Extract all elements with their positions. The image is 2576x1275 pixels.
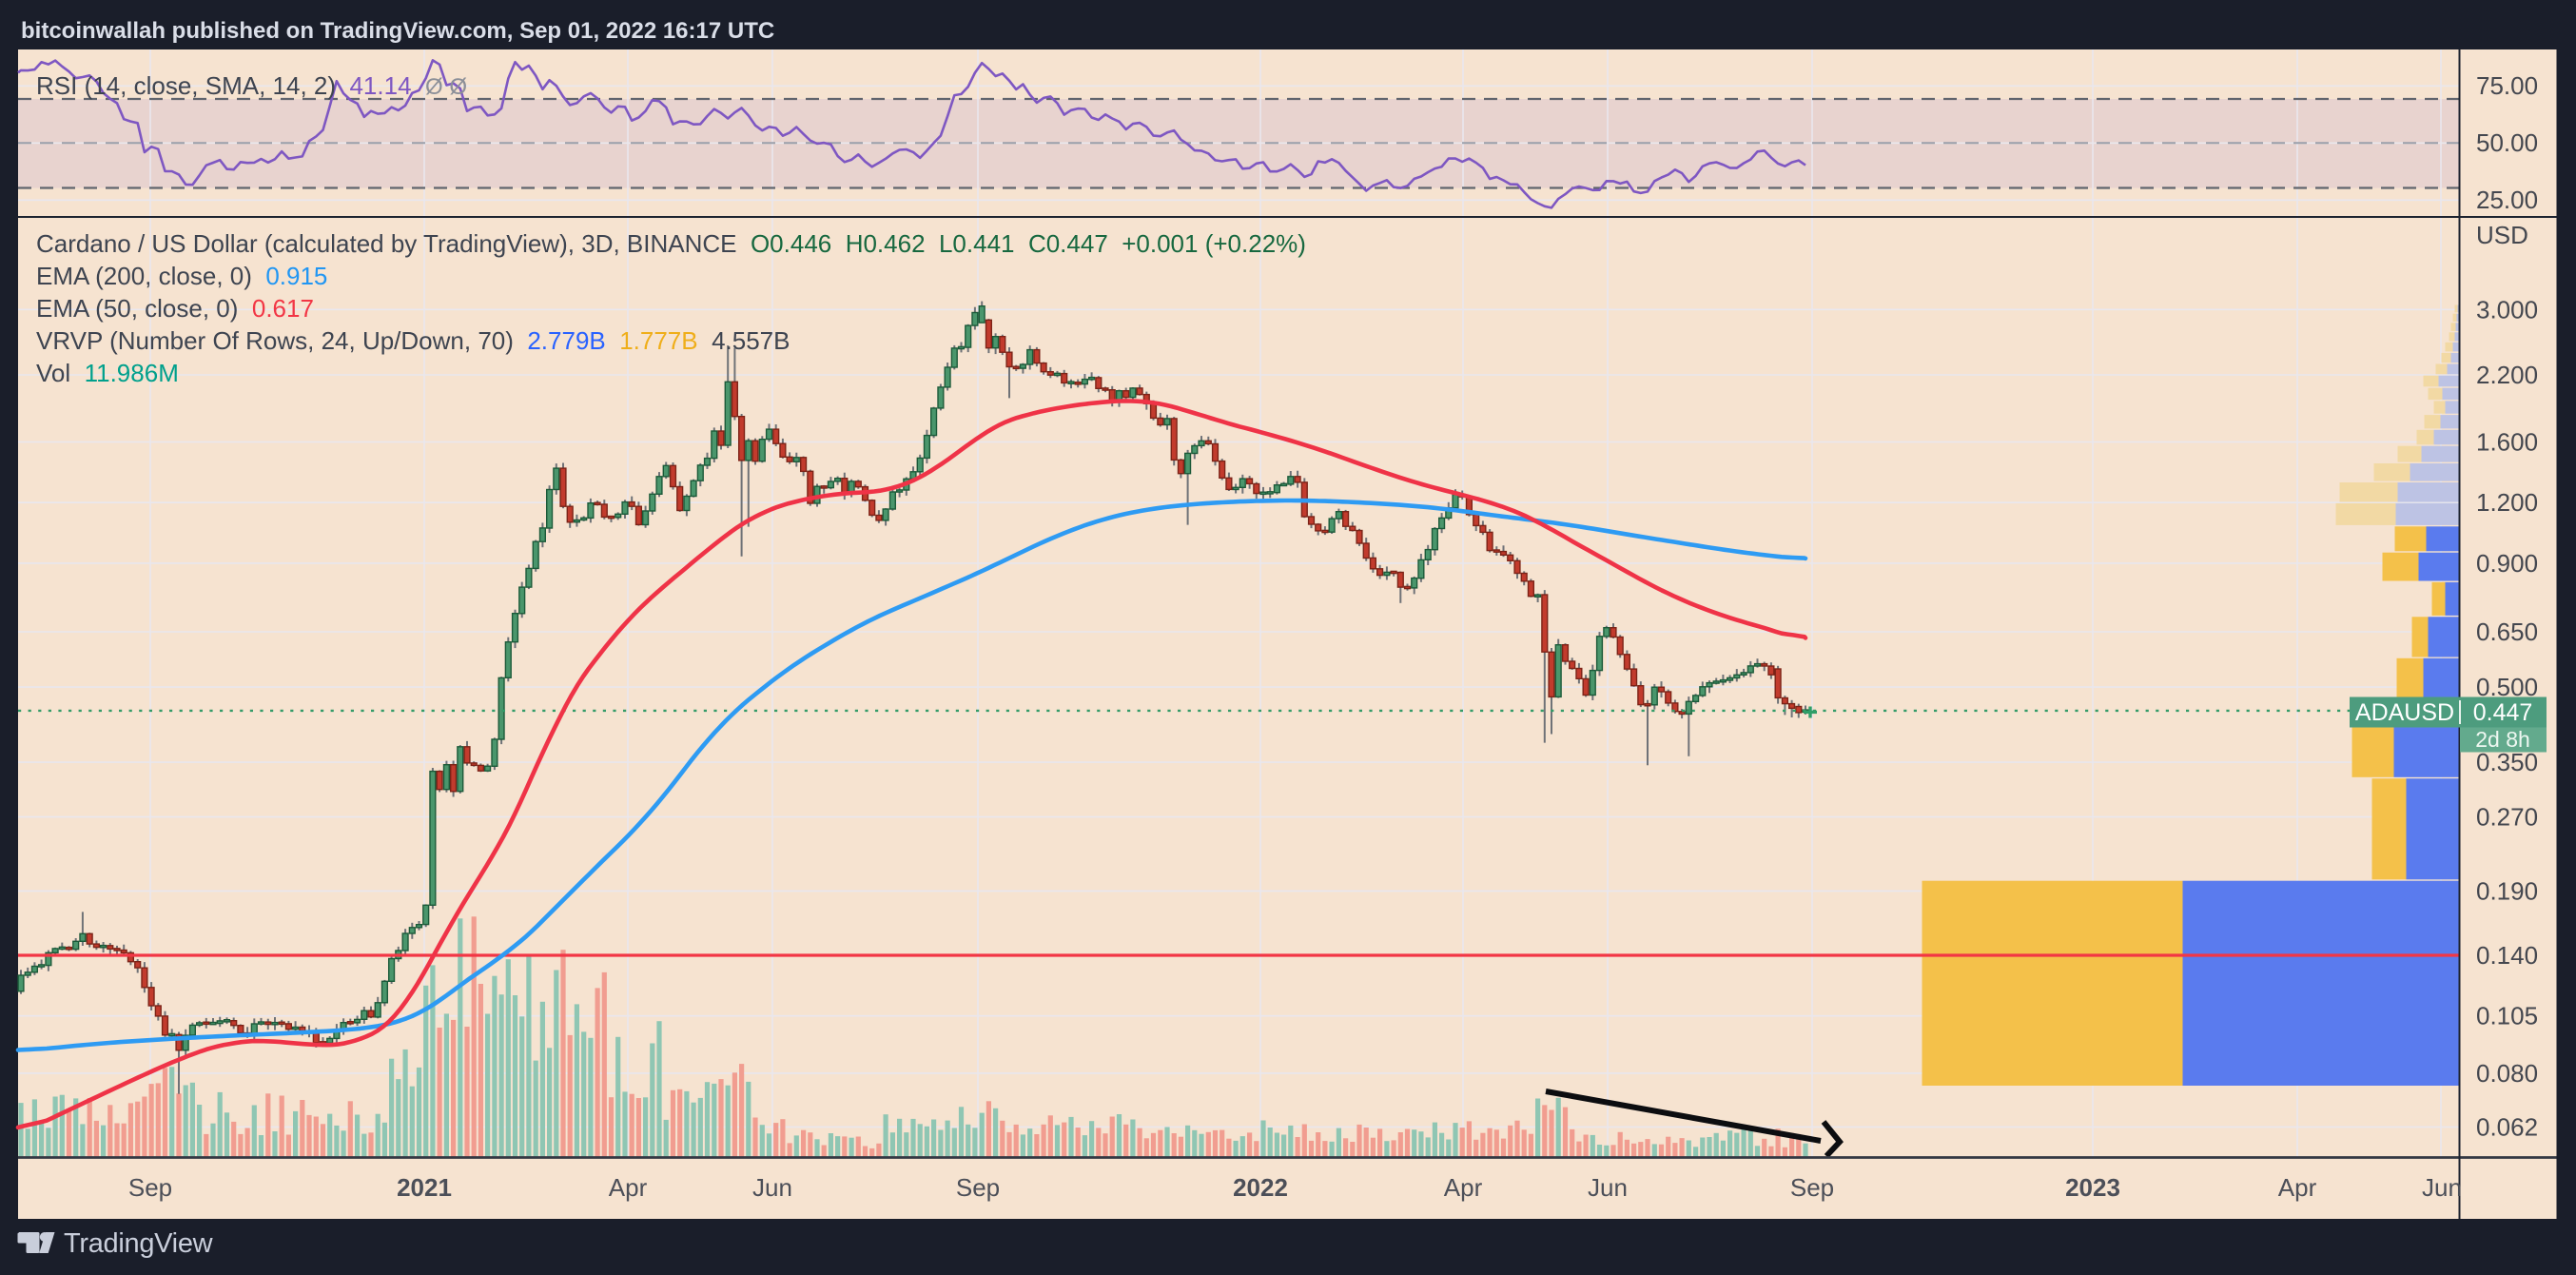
svg-text:2.200: 2.200 — [2476, 361, 2538, 389]
svg-text:75.00: 75.00 — [2476, 71, 2538, 100]
svg-text:VRVP (Number Of Rows, 24, Up/D: VRVP (Number Of Rows, 24, Up/Down, 70) 2… — [36, 326, 790, 355]
svg-text:ADAUSD: ADAUSD — [2355, 699, 2454, 726]
svg-text:0.270: 0.270 — [2476, 803, 2538, 832]
svg-text:Cardano / US Dollar (calculate: Cardano / US Dollar (calculated by Tradi… — [36, 229, 1306, 258]
svg-text:Apr: Apr — [2278, 1173, 2317, 1202]
svg-text:0.900: 0.900 — [2476, 549, 2538, 578]
svg-text:USD: USD — [2476, 221, 2528, 249]
svg-text:Sep: Sep — [128, 1173, 172, 1202]
svg-text:EMA (200, close, 0) 0.915: EMA (200, close, 0) 0.915 — [36, 262, 327, 290]
svg-text:0.650: 0.650 — [2476, 618, 2538, 646]
svg-text:1.600: 1.600 — [2476, 428, 2538, 457]
svg-text:EMA (50, close, 0) 0.617: EMA (50, close, 0) 0.617 — [36, 294, 314, 323]
svg-text:0.500: 0.500 — [2476, 673, 2538, 701]
svg-text:0.140: 0.140 — [2476, 941, 2538, 970]
svg-text:0.190: 0.190 — [2476, 876, 2538, 905]
svg-text:25.00: 25.00 — [2476, 186, 2538, 214]
svg-text:1.200: 1.200 — [2476, 488, 2538, 517]
svg-text:Jun: Jun — [2422, 1173, 2462, 1202]
svg-text:TradingView: TradingView — [64, 1228, 214, 1259]
svg-text:2021: 2021 — [397, 1173, 452, 1202]
svg-text:50.00: 50.00 — [2476, 128, 2538, 157]
svg-text:Vol 11.986M: Vol 11.986M — [36, 359, 179, 387]
svg-text:0.350: 0.350 — [2476, 748, 2538, 776]
svg-text:Sep: Sep — [1790, 1173, 1834, 1202]
svg-text:0.105: 0.105 — [2476, 1002, 2538, 1030]
svg-text:3.000: 3.000 — [2476, 295, 2538, 324]
svg-text:Jun: Jun — [752, 1173, 792, 1202]
svg-text:Sep: Sep — [956, 1173, 1000, 1202]
svg-text:2023: 2023 — [2065, 1173, 2120, 1202]
svg-text:0.062: 0.062 — [2476, 1112, 2538, 1141]
svg-text:2d 8h: 2d 8h — [2475, 727, 2530, 752]
svg-text:Apr: Apr — [1444, 1173, 1483, 1202]
svg-text:Jun: Jun — [1588, 1173, 1628, 1202]
svg-text:0.447: 0.447 — [2473, 699, 2533, 726]
svg-text:Apr: Apr — [609, 1173, 648, 1202]
svg-text:2022: 2022 — [1233, 1173, 1288, 1202]
svg-text:RSI (14, close, SMA, 14, 2) 4: RSI (14, close, SMA, 14, 2) 41.14 Ø Ø — [36, 71, 467, 100]
svg-text:bitcoinwallah published on Tra: bitcoinwallah published on TradingView.c… — [21, 18, 774, 44]
svg-text:0.080: 0.080 — [2476, 1059, 2538, 1088]
